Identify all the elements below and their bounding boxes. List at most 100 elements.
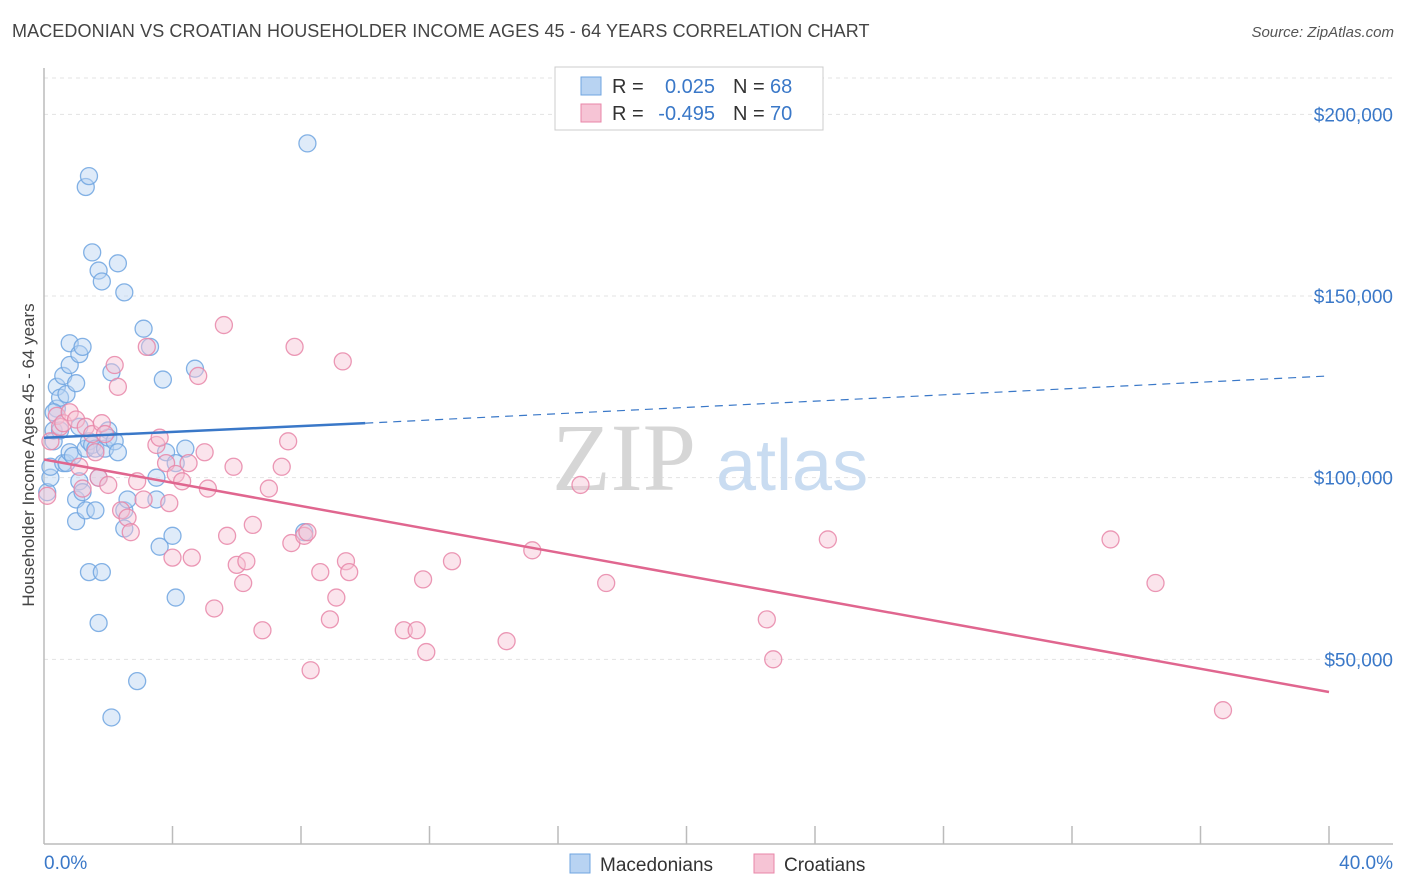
croatians-point [105,355,124,375]
legend-r-label-2: R = [612,103,644,125]
trend-lines [43,375,1330,694]
croatians-point [523,541,542,560]
macedonians-point [79,166,99,186]
bottom-legend-croatians: Croatians [784,855,865,876]
macedonians-point [108,254,128,273]
croatians-point [172,472,192,491]
croatians-point [442,552,462,571]
croatians-point [134,490,153,509]
legend-n-value-2: 70 [770,103,792,125]
croatians-point [99,475,118,495]
y-tick-label: $100,000 [1314,469,1393,490]
legend-n-value-1: 68 [770,76,792,98]
croatians-point [60,403,79,422]
legend-r-value-2: -0.495 [658,103,715,125]
croatians-point [160,493,179,513]
y-tick-label: $150,000 [1314,287,1393,308]
croatians-point [272,457,291,476]
macedonians-trend-solid [43,421,366,439]
croatians-point [217,526,237,545]
macedonians-point [128,671,147,691]
macedonians-point [89,613,108,633]
x-tick-labels: 0.0% 40.0% [44,853,1393,874]
croatians-point [278,432,298,451]
macedonians-point [79,562,99,582]
macedonians-point [134,319,153,338]
croatians-point [333,352,352,371]
croatians-point [92,414,111,433]
y-axis-title: Householder Income Ages 45 - 64 years [19,303,38,606]
macedonians-point [86,501,105,520]
macedonians-point [76,501,95,520]
macedonians-point [47,377,66,396]
croatians-point [237,552,256,571]
croatians-point [73,479,92,498]
croatians-point [163,548,182,567]
croatians-point [38,486,57,505]
croatians-point [757,610,776,629]
macedonians-point [163,526,182,545]
croatians-point [189,366,208,386]
croatians-point [571,475,590,495]
croatians-point [121,523,140,542]
source-label: Source: ZipAtlas.com [1251,24,1394,41]
croatians-point [86,443,105,462]
legend-n-label-1: N = [733,76,765,98]
croatians-point [311,562,330,582]
x-tick-label-max: 40.0% [1339,853,1393,874]
bottom-macedonians-swatch [569,853,591,874]
macedonians-point [92,272,111,291]
croatians-trend-line [43,458,1330,694]
macedonians-point [153,370,173,389]
macedonians-point [89,261,108,280]
grid-lines [44,77,1393,660]
croatians-point [137,337,156,357]
croatians-point [195,443,214,462]
series-legend: Macedonians Croatians [569,853,865,876]
watermark: ZIP atlas [552,404,868,511]
x-tick-label-min: 0.0% [44,853,87,874]
macedonians-point [76,177,95,197]
croatians-point [1146,573,1165,593]
macedonians-point [166,588,185,607]
croatians-point [66,410,86,429]
croatians-point [182,548,201,567]
croatians-point [41,432,60,451]
croatians-point [111,501,131,520]
legend-r-label-1: R = [612,76,644,98]
croatians-point [340,562,359,582]
croatians-point [407,621,426,640]
macedonians-point [150,537,169,556]
bottom-legend-macedonians: Macedonians [600,855,713,876]
y-tick-labels: $50,000 $100,000 $150,000 $200,000 [1314,105,1393,671]
croatians-point [243,515,262,535]
croatians-point [298,523,317,542]
croatians-point [234,573,253,593]
macedonians-point [118,490,137,509]
croatians-point [118,508,137,527]
legend-r-value-1: 0.025 [665,76,715,98]
macedonians-point [73,337,92,357]
y-tick-label: $200,000 [1314,105,1393,126]
legend-n-label-2: N = [733,103,765,125]
croatians-point [497,632,516,651]
croatians-point [394,621,413,640]
macedonians-point [298,134,317,153]
watermark-atlas: atlas [716,426,868,506]
croatians-point [417,642,436,662]
macedonians-point [176,439,195,458]
macedonians-point [66,374,86,393]
watermark-zip: ZIP [552,404,696,511]
macedonians-trend-dashed [365,375,1330,424]
croatians-point [1101,530,1120,549]
croatians-point [301,661,320,680]
macedonians-point [92,562,111,582]
croatians-point [336,552,356,571]
croatians-point [179,453,198,473]
croatians-point [214,315,234,335]
croatians-point [764,650,783,669]
croatians-point [818,530,837,549]
croatians-point [227,555,246,575]
correlation-legend: R = 0.025 N = 68 R = -0.495 N = 70 [554,66,824,131]
